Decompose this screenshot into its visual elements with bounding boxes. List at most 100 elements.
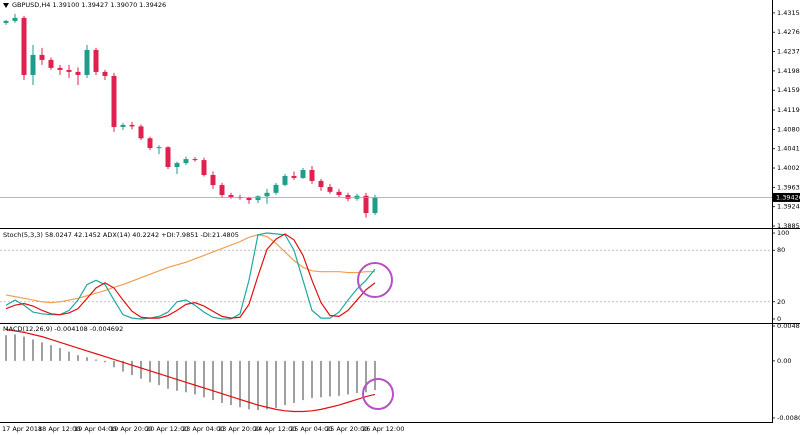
- histogram-bar: [284, 360, 286, 406]
- candle-body: [228, 195, 234, 198]
- panel-title: MACD(12,26,9) -0.004108 -0.004692: [3, 325, 123, 333]
- candle-body: [336, 191, 342, 196]
- candle-body: [3, 20, 9, 23]
- candle-body: [102, 71, 108, 76]
- indicator-line: [5, 232, 376, 320]
- candle-body: [309, 170, 315, 181]
- histogram-bar: [86, 357, 88, 361]
- highlight-circle: [357, 262, 393, 298]
- x-tick-label: 17 Apr 2018: [2, 425, 42, 433]
- y-tick-label: 1.38850: [777, 222, 800, 230]
- histogram-bar: [158, 360, 160, 386]
- histogram-bar: [221, 360, 223, 403]
- last-price-label: 1.39426: [776, 193, 800, 201]
- candle-body: [57, 67, 63, 70]
- histogram-bar: [239, 360, 241, 408]
- histogram-bar: [212, 360, 214, 401]
- candle-body: [21, 17, 27, 75]
- y-tick-label: 1.42370: [777, 48, 800, 56]
- symbol-menu-icon[interactable]: [3, 3, 9, 8]
- indicator-line: [5, 233, 376, 319]
- last-price-box: [773, 192, 800, 202]
- histogram-bar: [374, 360, 376, 391]
- x-tick-label: 25 Apr 20:00: [326, 425, 368, 433]
- candle-body: [291, 175, 297, 178]
- histogram-bar: [293, 360, 295, 403]
- x-tick-label: 26 Apr 12:00: [362, 425, 404, 433]
- candle-body: [138, 126, 144, 139]
- candle-body: [327, 187, 333, 192]
- candle-body: [345, 195, 351, 199]
- histogram-bar: [329, 360, 331, 397]
- histogram-bar: [5, 335, 7, 361]
- candle-body: [30, 54, 36, 75]
- candle-body: [183, 159, 189, 164]
- histogram-bar: [230, 360, 232, 406]
- x-tick-label: 25 Apr 04:00: [290, 425, 332, 433]
- histogram-bar: [77, 355, 79, 361]
- histogram-bar: [32, 339, 34, 361]
- histogram-bar: [257, 360, 259, 411]
- candle-body: [84, 49, 90, 75]
- y-tick-label: 1.41190: [777, 106, 800, 114]
- candle-body: [147, 138, 153, 149]
- histogram-bar: [356, 360, 358, 393]
- indicator-line: [5, 234, 375, 304]
- histogram-bar: [320, 360, 322, 398]
- histogram-bar: [113, 360, 115, 368]
- candle-body: [66, 69, 72, 72]
- candle-body: [255, 196, 261, 201]
- y-tick-label: 1.40410: [777, 145, 800, 153]
- histogram-bar: [140, 360, 142, 379]
- candle-body: [48, 59, 54, 68]
- y-tick-label: 0: [777, 315, 781, 323]
- candle-body: [318, 180, 324, 188]
- y-tick-label: 20: [777, 298, 785, 306]
- panel-title: GBPUSD,H4 1.39100 1.39427 1.39070 1.3942…: [12, 1, 166, 9]
- histogram-bar: [14, 334, 16, 361]
- histogram-bar: [167, 360, 169, 389]
- y-tick-label: 1.39240: [777, 203, 800, 211]
- candle-body: [264, 192, 270, 197]
- histogram-bar: [59, 348, 61, 361]
- y-tick-label: 1.39630: [777, 183, 800, 191]
- candle-body: [363, 195, 369, 214]
- y-tick-label: 1.42760: [777, 28, 800, 36]
- histogram-bar: [104, 360, 106, 363]
- highlight-circle: [362, 378, 394, 410]
- y-tick-label: 1.41590: [777, 86, 800, 94]
- candle-body: [282, 175, 288, 185]
- y-tick-label: 100: [777, 229, 789, 237]
- histogram-bar: [50, 345, 52, 361]
- x-tick-label: 19 Apr 20:00: [110, 425, 152, 433]
- candle-body: [300, 170, 306, 178]
- histogram-bar: [194, 360, 196, 395]
- x-tick-label: 23 Apr 20:00: [218, 425, 260, 433]
- histogram-bar: [149, 360, 151, 383]
- y-tick-label: 1.41980: [777, 67, 800, 75]
- histogram-bar: [302, 360, 304, 401]
- histogram-bar: [68, 351, 70, 361]
- candle-body: [174, 163, 180, 167]
- histogram-bar: [23, 336, 25, 361]
- candle-body: [192, 159, 198, 161]
- signal-line: [5, 328, 376, 413]
- x-tick-label: 23 Apr 04:00: [182, 425, 224, 433]
- x-tick-label: 20 Apr 12:00: [146, 425, 188, 433]
- histogram-bar: [41, 342, 43, 361]
- panel-title: Stoch(5,3,3) 58.0247 42.1452 ADX(14) 40.…: [3, 231, 239, 239]
- histogram-bar: [311, 360, 313, 398]
- histogram-bar: [365, 360, 367, 393]
- candle-body: [12, 17, 18, 21]
- y-tick-label: 0.004886: [777, 322, 800, 330]
- candle-body: [210, 175, 216, 186]
- y-tick-label: 0.00: [777, 357, 791, 365]
- histogram-bar: [176, 360, 178, 391]
- histogram-bar: [248, 360, 250, 410]
- candle-body: [165, 147, 171, 167]
- histogram-bar: [266, 360, 268, 410]
- candle-body: [75, 71, 81, 75]
